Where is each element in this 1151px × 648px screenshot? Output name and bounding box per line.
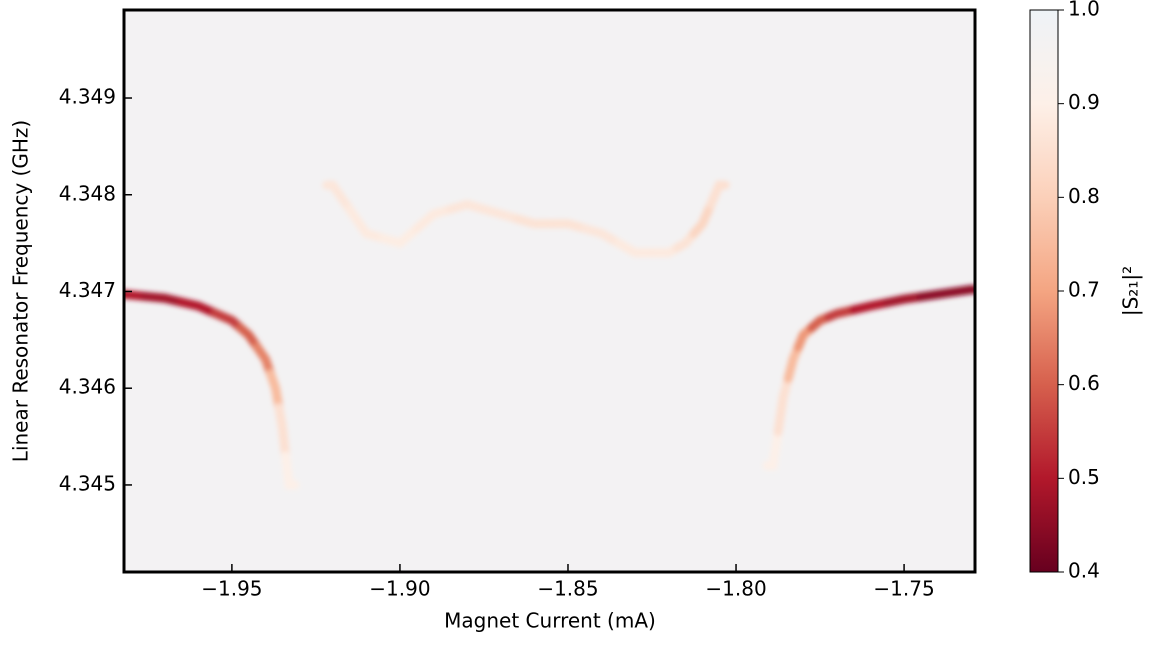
heatmap-cell [266,369,284,413]
heatmap-cell [345,204,388,243]
heatmap-background [124,10,975,572]
colorbar-tick-label: 0.6 [1068,371,1100,395]
heatmap-cell [689,199,716,238]
y-tick-label: 4.347 [59,278,116,302]
heatmap-cell [252,342,276,379]
heatmap-cell [274,403,291,461]
y-tick-label: 4.346 [59,375,116,399]
colorbar-label: |S₂₁|² [1119,266,1143,316]
heatmap-cell [882,292,926,308]
x-tick-label: −1.75 [873,577,934,601]
colorbar [1029,9,1059,573]
colorbar-tick-label: 0.5 [1068,465,1100,489]
heatmap-cell [176,297,220,318]
y-tick-label: 4.349 [59,85,116,109]
heatmap-cell [479,204,523,224]
heatmap-cell [513,214,556,229]
heatmap-cell [412,204,455,234]
heatmap-cell [762,427,783,471]
colorbar-tick-label: 0.9 [1068,90,1100,114]
heatmap-cell [823,305,859,322]
heatmap-cell [773,374,793,437]
x-tick-label: −1.95 [201,577,262,601]
heatmap-traces [124,180,975,490]
x-tick-label: −1.85 [537,577,598,601]
heatmap-cell [281,451,300,490]
heatmap-cell [916,287,959,302]
colorbar-tick-label: 1.0 [1068,0,1100,21]
heatmap-cell [580,224,623,248]
heatmap-cell [378,224,422,249]
colorbar-tick-label: 0.4 [1068,559,1100,583]
x-axis-label: Magnet Current (mA) [444,609,656,633]
heatmap-cell [140,291,186,307]
heatmap-cell [546,219,590,234]
colorbar-tick-label: 0.7 [1068,278,1100,302]
heatmap-cell [706,180,730,209]
y-axis-label: Linear Resonator Frequency (GHz) [9,120,33,462]
heatmap-cell [445,199,489,214]
heatmap-cell [849,298,892,315]
x-tick-label: −1.90 [369,577,430,601]
heatmap-cell [322,180,355,214]
y-tick-label: 4.345 [59,471,116,495]
y-tick-label: 4.348 [59,181,116,205]
heatmap-cell [949,285,975,297]
heatmap-cell [235,323,262,352]
x-tick-label: −1.80 [705,577,766,601]
heatmap-cell [613,238,657,258]
colorbar-tick-label: 0.8 [1068,184,1100,208]
